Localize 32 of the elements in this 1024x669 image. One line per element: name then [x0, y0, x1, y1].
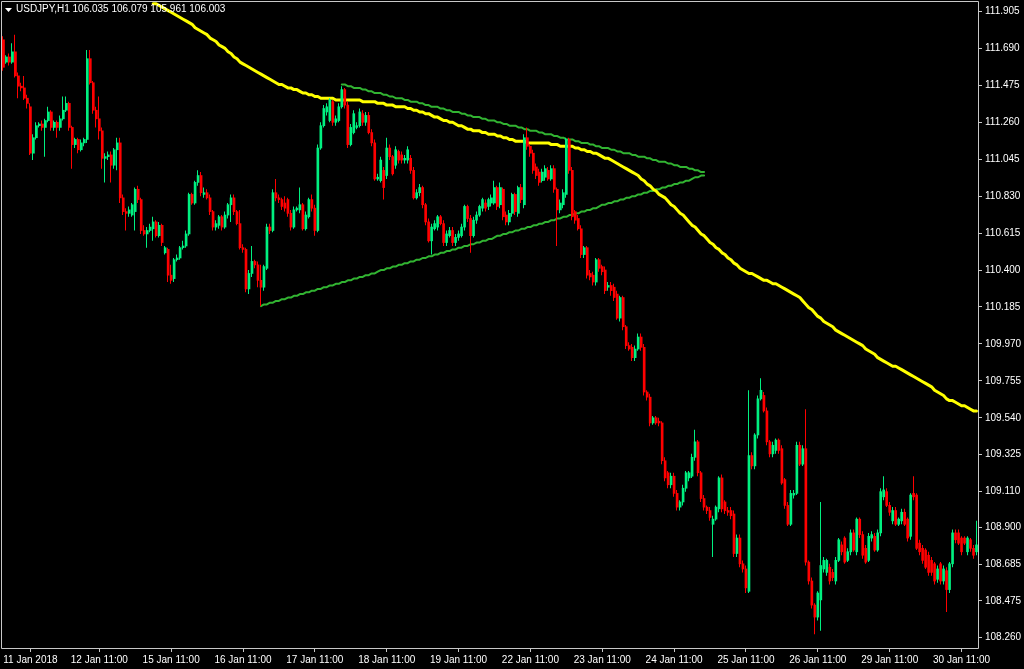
y-tick-label: 109.325	[985, 448, 1022, 460]
y-tick-label: 111.475	[985, 79, 1021, 91]
y-tick-label: 109.755	[985, 374, 1022, 386]
y-tick-label: 111.690	[985, 42, 1021, 54]
x-tick-label: 19 Jan 11:00	[430, 653, 488, 665]
y-tick-label: 111.905	[985, 5, 1021, 17]
x-tick-label: 17 Jan 11:00	[286, 653, 344, 665]
y-tick-label: 110.185	[985, 300, 1021, 312]
x-tick-label: 18 Jan 11:00	[358, 653, 416, 665]
x-tick-label: 30 Jan 11:00	[932, 653, 991, 665]
x-tick-label: 25 Jan 11:00	[717, 653, 775, 665]
x-tick-label: 11 Jan 2018	[3, 653, 59, 665]
y-tick-label: 109.110	[985, 485, 1021, 497]
y-tick-label: 108.900	[985, 521, 1022, 533]
x-tick-label: 24 Jan 11:00	[645, 653, 704, 665]
x-tick-label: 12 Jan 11:00	[70, 653, 129, 665]
x-tick-label: 15 Jan 11:00	[142, 653, 201, 665]
y-tick-label: 109.540	[985, 411, 1022, 423]
y-tick-label: 110.615	[985, 226, 1021, 238]
x-tick-label: 23 Jan 11:00	[573, 653, 632, 665]
x-tick-label: 29 Jan 11:00	[861, 653, 919, 665]
y-tick-label: 109.970	[985, 337, 1022, 349]
y-tick-label: 110.400	[985, 263, 1021, 275]
y-tick-label: 110.830	[985, 189, 1021, 201]
x-tick-label: 16 Jan 11:00	[214, 653, 272, 665]
x-tick-label: 26 Jan 11:00	[789, 653, 847, 665]
y-tick-label: 111.260	[985, 116, 1021, 128]
x-tick-label: 22 Jan 11:00	[501, 653, 560, 665]
y-tick-label: 108.685	[985, 558, 1022, 570]
y-tick-label: 111.045	[985, 152, 1021, 164]
y-tick-label: 108.475	[985, 594, 1022, 606]
y-tick-label: 108.260	[985, 631, 1022, 643]
